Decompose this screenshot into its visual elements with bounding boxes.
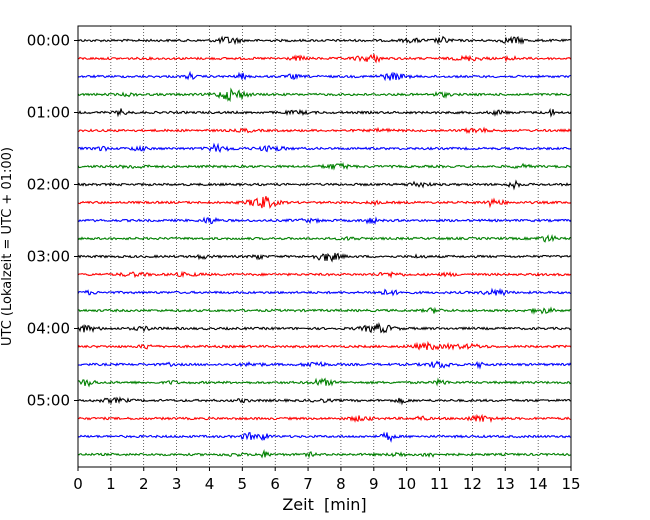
trace-line — [77, 252, 572, 263]
trace-line — [77, 87, 572, 103]
trace-line — [77, 126, 572, 134]
x-tick-label: 13 — [496, 475, 515, 493]
x-tick-label: 8 — [336, 475, 346, 493]
x-tick-label: 1 — [106, 475, 116, 493]
trace-line — [77, 431, 572, 443]
trace-line — [77, 216, 572, 225]
x-axis-label: Zeit [min] — [282, 495, 366, 514]
trace-line — [77, 233, 572, 243]
y-tick-label: 05:00 — [27, 392, 70, 410]
x-tick-label: 11 — [430, 475, 449, 493]
trace-line — [77, 413, 572, 424]
trace-line — [77, 306, 572, 315]
trace-line — [77, 377, 572, 388]
y-tick-label: 03:00 — [27, 248, 70, 266]
trace-line — [77, 142, 572, 154]
x-axis-ticks: 0 1 2 3 4 5 6 7 8 9 10 11 12 13 14 15 — [73, 467, 581, 493]
trace-line — [77, 70, 572, 82]
x-tick-label: 6 — [270, 475, 280, 493]
x-tick-label: 2 — [139, 475, 149, 493]
trace-line — [77, 287, 572, 297]
x-tick-label: 7 — [303, 475, 313, 493]
plot-frame — [77, 25, 572, 468]
trace-line — [77, 54, 572, 64]
trace-line — [77, 396, 572, 406]
x-tick-label: 4 — [205, 475, 215, 493]
y-tick-label: 01:00 — [27, 104, 70, 122]
trace-line — [77, 270, 572, 279]
trace-line — [77, 35, 572, 46]
y-axis-label: UTC (Lokalzeit = UTC + 01:00) — [0, 147, 15, 346]
trace-line — [77, 340, 572, 351]
x-tick-label: 5 — [238, 475, 248, 493]
x-tick-label: 12 — [463, 475, 482, 493]
x-tick-label: 15 — [561, 475, 580, 493]
trace-line — [77, 321, 572, 334]
trace-line — [77, 107, 572, 118]
y-tick-label: 04:00 — [27, 320, 70, 338]
x-tick-label: 3 — [172, 475, 182, 493]
y-tick-label: 02:00 — [27, 176, 70, 194]
x-tick-label: 0 — [73, 475, 83, 493]
trace-line — [77, 360, 572, 370]
y-axis-ticks: 00:00 01:00 02:00 03:00 04:00 05:00 — [27, 32, 78, 410]
x-tick-label: 14 — [529, 475, 548, 493]
trace-line — [77, 162, 572, 171]
y-tick-label: 00:00 — [27, 32, 70, 50]
trace-line — [77, 196, 572, 209]
trace-lines — [77, 35, 572, 459]
x-tick-label: 10 — [397, 475, 416, 493]
x-tick-label: 9 — [369, 475, 379, 493]
trace-line — [77, 449, 572, 459]
trace-line — [77, 179, 572, 191]
